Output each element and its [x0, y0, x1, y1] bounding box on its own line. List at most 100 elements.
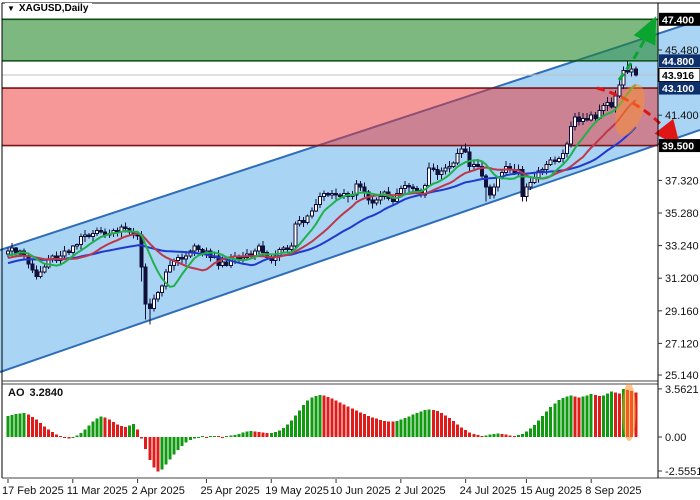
ao-bar — [285, 424, 289, 437]
candle-body — [625, 69, 630, 73]
ao-bar — [95, 418, 99, 437]
ao-bar — [383, 420, 387, 437]
ao-bar — [549, 407, 553, 437]
candle-body — [447, 165, 452, 169]
price-tick-label: 35.280 — [665, 208, 699, 220]
ao-bar — [87, 425, 91, 437]
candle-body — [10, 247, 15, 252]
price-axis[interactable]: 45.480 41.400 37.320 35.280 33.240 31.200 29.1… — [658, 45, 699, 382]
ao-bar — [188, 437, 192, 440]
candle-body — [402, 185, 407, 190]
candle-body — [475, 164, 480, 167]
ao-bar — [492, 433, 496, 437]
ao-bar — [136, 429, 140, 437]
ao-bar — [63, 437, 67, 438]
symbol-timeframe-label[interactable]: ▼ XAGUSD,Daily — [5, 3, 93, 15]
ao-bar — [472, 434, 476, 437]
fast-ma-line — [7, 83, 637, 288]
ao-bar — [314, 395, 318, 437]
time-axis[interactable]: 17 Feb 2025 11 Mar 2025 2 Apr 2025 25 Apr 2… — [2, 479, 641, 497]
ao-bar — [419, 411, 423, 437]
candle-body — [548, 159, 553, 166]
price-label-39.500: 39.500 — [659, 139, 700, 153]
candle-body — [143, 266, 148, 305]
candle-body — [487, 186, 492, 196]
candle-body — [411, 186, 415, 190]
ao-bar — [257, 432, 261, 437]
ao-bar — [431, 409, 435, 437]
price-tick-label: 29.160 — [665, 306, 699, 318]
ao-bar — [302, 404, 306, 437]
ao-bar — [221, 437, 225, 438]
candle-body — [415, 188, 420, 191]
ao-bar — [172, 437, 176, 455]
candle-body — [370, 199, 375, 204]
ao-bar — [573, 396, 577, 437]
ao-bar — [545, 411, 549, 437]
candle-body — [378, 196, 383, 201]
ao-bar — [334, 400, 338, 437]
candle-body — [540, 169, 545, 172]
candle-body — [289, 245, 294, 250]
ao-bar — [160, 437, 164, 470]
ao-bar — [265, 433, 269, 437]
candle-body — [338, 194, 343, 198]
candle-body — [605, 101, 610, 107]
ao-bar — [484, 435, 488, 437]
candle-body — [577, 116, 582, 123]
candle-body — [398, 188, 403, 195]
ao-bar — [184, 437, 188, 443]
ao-bar — [204, 437, 208, 438]
candle-body — [301, 220, 306, 223]
ao-bar — [123, 427, 127, 437]
ao-bar — [229, 435, 233, 437]
candle-body — [427, 167, 432, 187]
candle-body — [163, 271, 168, 287]
ao-bar — [423, 410, 427, 437]
ao-bar — [460, 427, 464, 437]
ao-bar — [614, 392, 617, 437]
ao-bar — [38, 423, 42, 437]
ao-bar — [261, 432, 265, 437]
candle-body — [406, 185, 411, 188]
ao-bar — [196, 437, 200, 438]
candle-body — [168, 264, 172, 273]
ao-bar — [83, 429, 87, 437]
ao-bar — [241, 432, 245, 437]
candle-body — [91, 232, 96, 238]
ao-bar — [318, 394, 322, 437]
candle-body — [95, 229, 100, 234]
candle-body — [6, 250, 10, 255]
ao-bar — [338, 402, 342, 437]
candle-body — [147, 303, 152, 310]
candle-body — [613, 95, 618, 108]
ao-bar — [132, 424, 136, 437]
ao-bar — [496, 433, 500, 437]
ao-bar — [476, 435, 480, 437]
date-label: 19 May 2025 — [265, 485, 329, 497]
ao-bar — [326, 396, 330, 437]
candle-body — [261, 245, 266, 254]
ao-bar — [468, 432, 472, 437]
ao-axis[interactable]: 3.5621 0.00 -2.5551 — [658, 384, 700, 478]
ao-bar — [439, 413, 443, 437]
ao-bar — [164, 437, 168, 465]
price-tick-label: 45.480 — [665, 45, 699, 57]
ao-bar — [253, 431, 257, 437]
ao-bar — [192, 437, 196, 439]
candle-body — [305, 215, 310, 223]
ao-bar — [561, 397, 565, 437]
candle-body — [593, 114, 598, 119]
candle-body — [159, 285, 164, 294]
date-label: 11 Mar 2025 — [67, 485, 128, 497]
ao-bar — [589, 394, 593, 437]
date-label: 2 Apr 2025 — [132, 485, 185, 497]
ao-bar — [14, 414, 18, 437]
ao-bar — [273, 431, 277, 437]
candle-body — [82, 234, 87, 238]
ao-bar — [533, 424, 536, 437]
bullish-projection-arrow — [617, 16, 657, 81]
ao-bar — [22, 413, 26, 437]
ao-bar — [18, 413, 22, 437]
